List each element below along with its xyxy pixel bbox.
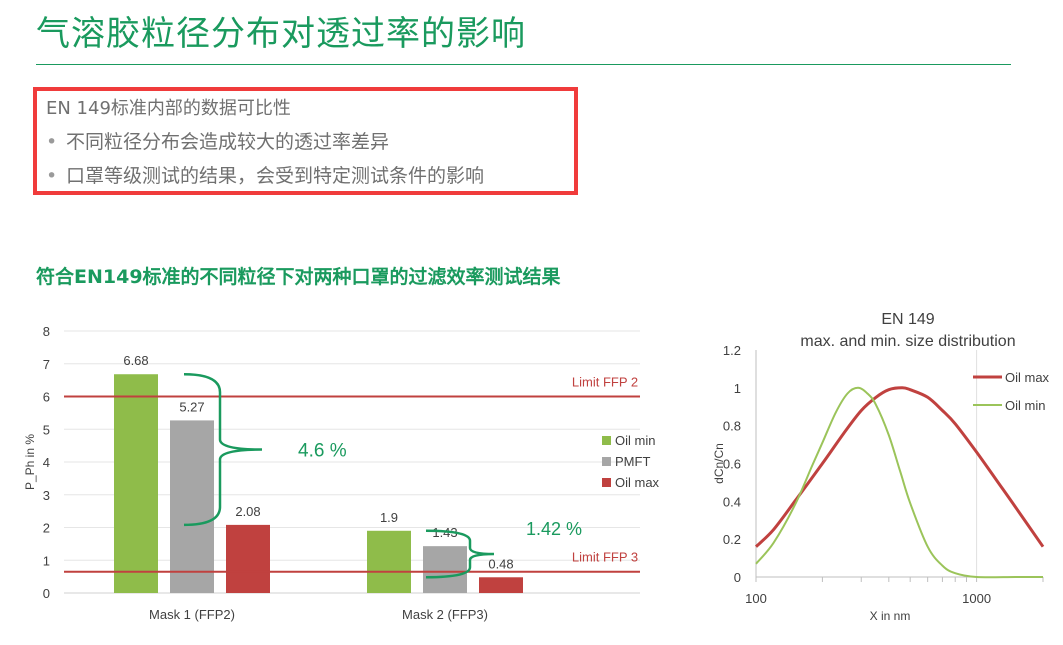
bar-chart: 0 1 2 3 4 5 6 7 8 P_Ph in % Mask 1 (FFP2) Mask 2 (F…: [23, 324, 660, 622]
series-line-oil-min: [755, 386, 1043, 579]
x-category-label: Mask 1 (FFP2): [149, 607, 235, 622]
data-label: 2.08: [235, 504, 260, 519]
difference-annotation: 1.42 %: [526, 519, 582, 539]
y-tick-label: 4: [43, 455, 50, 470]
y-tick-label: 1: [734, 381, 741, 396]
data-label: 1.43: [432, 525, 457, 540]
y-tick-label: 0: [734, 570, 741, 585]
data-label: 6.68: [123, 353, 148, 368]
x-category-label: Mask 2 (FFP3): [402, 607, 488, 622]
chart-section-title: 符合EN149标准的不同粒径下对两种口罩的过滤效率测试结果: [36, 266, 561, 288]
legend-label: Oil min: [615, 433, 655, 448]
box-heading: EN 149标准内部的数据可比性: [46, 98, 291, 119]
y-tick-label: 1.2: [723, 343, 741, 358]
legend-label: Oil max: [615, 475, 660, 490]
legend-swatch: [602, 436, 611, 445]
y-tick-label: 0.2: [723, 532, 741, 547]
y-tick-label: 1: [43, 553, 50, 568]
chart-title: EN 149: [881, 311, 934, 328]
y-tick-label: 7: [43, 357, 50, 372]
bracket-mask2: [425, 529, 495, 579]
y-tick-label: 0.6: [723, 457, 741, 472]
title-divider: [36, 64, 1011, 65]
bullet-item: • 口罩等级测试的结果，会受到特定测试条件的影响: [46, 161, 484, 188]
bar-pmft: [170, 420, 214, 593]
bullet-item: • 不同粒径分布会造成较大的透过率差异: [46, 127, 389, 154]
chart-subtitle: max. and min. size distribution: [800, 333, 1015, 350]
highlight-box: [33, 87, 578, 195]
bar-oil-min: [367, 530, 411, 593]
y-tick-label: 5: [43, 422, 50, 437]
series-line-oil-max: [754, 386, 1045, 548]
y-tick-label: 0.4: [723, 494, 741, 509]
reference-line-label: Limit FFP 3: [572, 550, 638, 565]
data-label: 1.9: [380, 510, 398, 525]
bullet-text: 不同粒径分布会造成较大的透过率差异: [66, 131, 390, 153]
difference-annotation: 4.6 %: [298, 441, 347, 462]
legend-swatch: [602, 478, 611, 487]
bullet-dot: •: [46, 165, 58, 187]
data-label: 0.48: [488, 556, 513, 571]
y-tick-label: 8: [43, 324, 50, 339]
data-label: 5.27: [179, 399, 204, 414]
bar-oil-max: [479, 577, 523, 593]
x-axis-label: X in nm: [870, 609, 911, 623]
y-tick-label: 3: [43, 488, 50, 503]
x-tick-label: 100: [745, 591, 767, 606]
bar-pmft: [423, 546, 467, 593]
bracket-mask1: [183, 372, 263, 527]
legend-label: Oil min: [1005, 398, 1045, 413]
y-axis-label: dCn/Cn: [712, 443, 726, 484]
bar-oil-max: [226, 524, 270, 593]
y-tick-label: 2: [43, 521, 50, 536]
y-tick-label: 0: [43, 586, 50, 601]
reference-line-label: Limit FFP 2: [572, 375, 638, 390]
bullet-text: 口罩等级测试的结果，会受到特定测试条件的影响: [66, 165, 485, 187]
bullet-dot: •: [46, 131, 58, 153]
legend-label: Oil max: [1005, 370, 1050, 385]
bar-oil-min: [114, 374, 158, 593]
legend-label: PMFT: [615, 454, 650, 469]
line-chart: EN 149 max. and min. size distribution 0 0.…: [712, 311, 1050, 623]
y-tick-label: 6: [43, 390, 50, 405]
slide-title: 气溶胶粒径分布对透过率的影响: [36, 14, 526, 54]
y-axis-label: P_Ph in %: [23, 434, 37, 490]
legend-swatch: [602, 457, 611, 466]
y-tick-label: 0.8: [723, 419, 741, 434]
x-tick-label: 1000: [962, 591, 991, 606]
